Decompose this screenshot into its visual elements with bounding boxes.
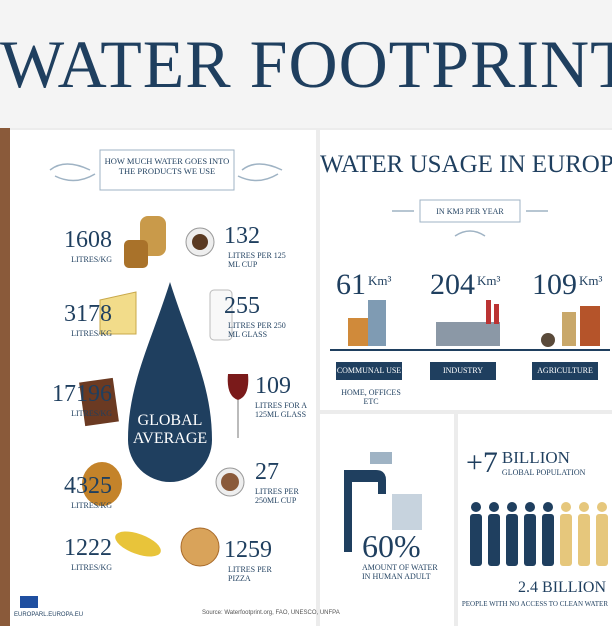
person-icon [506, 514, 518, 566]
person-icon [578, 514, 590, 566]
sector-value: 204 [430, 270, 475, 300]
building-icon [368, 300, 386, 346]
person-icon [470, 514, 482, 566]
no-access-value: 2.4 BILLION [518, 580, 606, 596]
product-unit: LITRES PER 250ML CUP [255, 487, 317, 505]
sector-note: HOME, OFFICES ETC [336, 388, 406, 406]
sector-value: 109 [532, 270, 577, 300]
person-icon [507, 502, 517, 512]
human-value: 60% [362, 530, 421, 562]
chimney [494, 304, 499, 324]
sector-value: 61 [336, 270, 366, 300]
sector-label: AGRICULTURE [532, 362, 598, 380]
faucet-head [370, 452, 392, 464]
sector-label: COMMUNAL USE [336, 362, 402, 380]
source: Source: Waterfootprint.org, FAO, UNESCO,… [202, 610, 340, 616]
sector-unit: Km³ [477, 273, 500, 289]
basin [392, 494, 422, 530]
tractor-icon [541, 333, 555, 347]
product-unit: LITRES/KG [71, 329, 112, 338]
person-icon [525, 502, 535, 512]
person-icon [560, 514, 572, 566]
human-caption: AMOUNT OF WATER IN HUMAN ADULT [362, 563, 442, 581]
product-value: 255 [224, 294, 260, 318]
tea [192, 234, 208, 250]
eu-flag [20, 596, 38, 608]
product-value: 27 [255, 460, 279, 484]
sector-label: INDUSTRY [430, 362, 496, 380]
person-icon [579, 502, 589, 512]
person-icon [524, 514, 536, 566]
chimney [486, 300, 491, 324]
building-icon [348, 318, 368, 346]
panel-title: WATER USAGE IN EUROPE [320, 152, 612, 177]
infographic: WATER FOOTPRINT HOW MUCH WATER GOES INTO … [0, 0, 612, 626]
product-value: 1259 [224, 538, 272, 562]
product-unit: LITRES/KG [71, 409, 112, 418]
product-unit: LITRES PER 250 ML GLASS [228, 321, 290, 339]
product-unit: LITRES/KG [71, 563, 112, 572]
bread-icon [124, 240, 148, 268]
panel-subtitle: IN KM3 PER YEAR [420, 207, 520, 216]
product-value: 3178 [64, 302, 112, 326]
factory-icon [436, 322, 500, 346]
product-unit: LITRES PER PIZZA [228, 565, 290, 583]
human-panel [320, 414, 454, 626]
person-icon [597, 502, 607, 512]
person-icon [489, 502, 499, 512]
sector-unit: Km³ [579, 273, 602, 289]
product-unit: LITRES/KG [71, 501, 112, 510]
silo-icon [562, 312, 576, 346]
coffee [221, 473, 239, 491]
drop-label: GLOBAL AVERAGE [128, 412, 212, 447]
product-unit: LITRES FOR A 125ML GLASS [255, 401, 317, 419]
no-access-caption: PEOPLE WITH NO ACCESS TO CLEAN WATER [462, 600, 608, 608]
product-unit: LITRES PER 125 ML CUP [228, 251, 290, 269]
photo-edge [0, 128, 10, 626]
person-icon [543, 502, 553, 512]
population-caption: GLOBAL POPULATION [502, 468, 585, 477]
product-value: 132 [224, 224, 260, 248]
product-value: 4325 [64, 474, 112, 498]
person-icon [596, 514, 608, 566]
person-icon [561, 502, 571, 512]
panel-heading: HOW MUCH WATER GOES INTO THE PRODUCTS WE… [104, 157, 230, 177]
product-value: 1608 [64, 228, 112, 252]
site: EUROPARL.EUROPA.EU [14, 612, 83, 618]
product-value: 17196 [52, 382, 112, 406]
sector-unit: Km³ [368, 273, 391, 289]
person-icon [471, 502, 481, 512]
product-value: 1222 [64, 536, 112, 560]
population-value: +7 [466, 448, 498, 478]
pizza-icon [181, 528, 219, 566]
person-icon [488, 514, 500, 566]
title: WATER FOOTPRINT [0, 30, 612, 98]
person-icon [542, 514, 554, 566]
product-value: 109 [255, 374, 291, 398]
barn-icon [580, 306, 600, 346]
product-unit: LITRES/KG [71, 255, 112, 264]
population-unit: BILLION [502, 448, 585, 468]
